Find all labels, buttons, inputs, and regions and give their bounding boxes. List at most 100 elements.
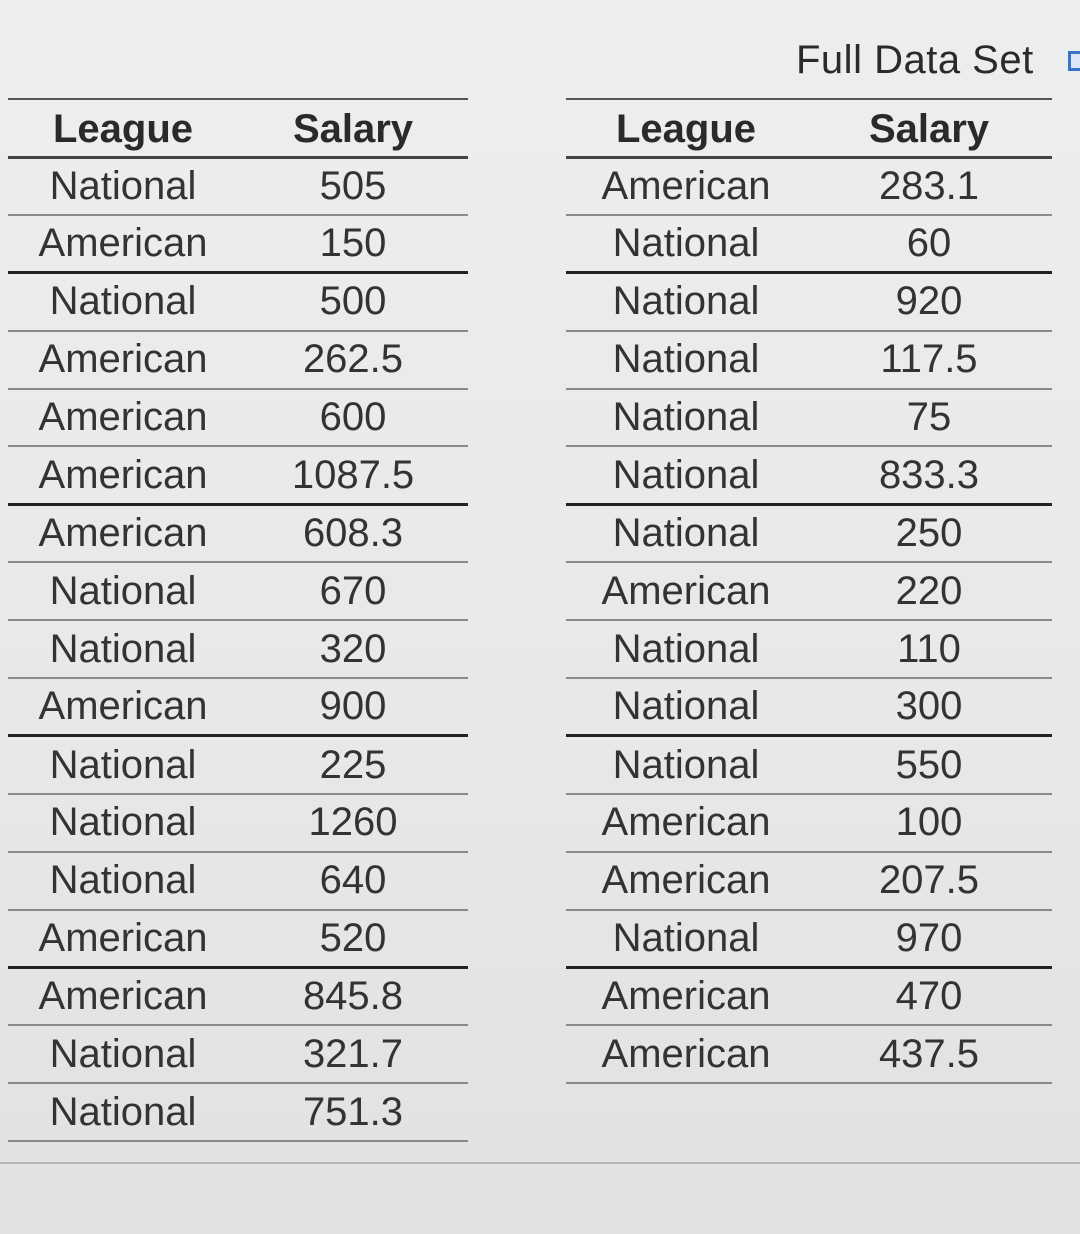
salary-cell: 60 <box>806 214 1052 275</box>
table-row: National 970 <box>566 909 1052 969</box>
league-cell: National <box>566 272 806 332</box>
league-cell: American <box>566 967 806 1027</box>
table-row: American 520 <box>8 909 468 969</box>
table-row: National 117.5 <box>566 330 1052 390</box>
salary-cell: 207.5 <box>806 851 1052 911</box>
salary-cell: 1260 <box>238 793 468 853</box>
table-row: American 845.8 <box>8 967 468 1027</box>
salary-cell: 75 <box>806 388 1052 448</box>
league-cell: National <box>566 735 806 795</box>
table-row: National 225 <box>8 735 468 795</box>
column-header-salary: Salary <box>806 98 1052 159</box>
salary-cell: 751.3 <box>238 1083 468 1143</box>
salary-cell: 500 <box>238 272 468 332</box>
salary-cell: 845.8 <box>238 967 468 1027</box>
salary-cell: 225 <box>238 735 468 795</box>
document-icon[interactable] <box>1068 51 1080 71</box>
salary-cell: 150 <box>238 214 468 275</box>
salary-cell: 283.1 <box>806 157 1052 216</box>
league-cell: National <box>566 388 806 448</box>
table-row: National 500 <box>8 272 468 332</box>
salary-cell: 970 <box>806 909 1052 969</box>
table-header-row: League Salary <box>8 98 468 159</box>
salary-cell: 608.3 <box>238 504 468 564</box>
table-row: American 220 <box>566 562 1052 622</box>
salary-cell: 110 <box>806 620 1052 680</box>
salary-cell: 640 <box>238 851 468 911</box>
column-header-salary: Salary <box>238 98 468 159</box>
league-cell: American <box>8 330 238 390</box>
salary-cell: 550 <box>806 735 1052 795</box>
table-row: National 1260 <box>8 793 468 853</box>
league-cell: American <box>566 157 806 216</box>
table-row: National 60 <box>566 214 1052 275</box>
salary-cell: 320 <box>238 620 468 680</box>
league-cell: National <box>566 620 806 680</box>
column-header-league: League <box>8 98 238 159</box>
table-row: National 321.7 <box>8 1025 468 1085</box>
table-row: National 110 <box>566 620 1052 680</box>
league-cell: National <box>566 446 806 506</box>
league-cell: National <box>8 272 238 332</box>
table-header-row: League Salary <box>566 98 1052 159</box>
table-row: American 100 <box>566 793 1052 853</box>
league-cell: National <box>8 157 238 216</box>
league-cell: National <box>566 909 806 969</box>
league-cell: American <box>8 967 238 1027</box>
table-row: American 1087.5 <box>8 446 468 506</box>
full-data-set-link[interactable]: Full Data Set <box>796 38 1034 82</box>
salary-cell: 220 <box>806 562 1052 622</box>
table-row: American 437.5 <box>566 1025 1052 1085</box>
league-cell: American <box>8 214 238 275</box>
league-cell: American <box>8 504 238 564</box>
table-row: National 505 <box>8 157 468 216</box>
league-cell: American <box>8 446 238 506</box>
divider <box>0 1162 1080 1164</box>
table-row: National 75 <box>566 388 1052 448</box>
salary-cell: 117.5 <box>806 330 1052 390</box>
table-row: American 470 <box>566 967 1052 1027</box>
league-cell: American <box>566 851 806 911</box>
league-cell: National <box>566 678 806 738</box>
salary-cell: 262.5 <box>238 330 468 390</box>
table-row: American 600 <box>8 388 468 448</box>
league-cell: National <box>8 793 238 853</box>
table-row: American 900 <box>8 678 468 738</box>
salary-cell: 900 <box>238 678 468 738</box>
left-data-table: League Salary National 505 American 150 Na… <box>8 98 468 1143</box>
salary-cell: 321.7 <box>238 1025 468 1085</box>
table-row: American 608.3 <box>8 504 468 564</box>
table-row: National 920 <box>566 272 1052 332</box>
league-cell: National <box>8 562 238 622</box>
league-cell: American <box>8 388 238 448</box>
column-header-league: League <box>566 98 806 159</box>
salary-cell: 250 <box>806 504 1052 564</box>
league-cell: National <box>8 851 238 911</box>
table-row: National 300 <box>566 678 1052 738</box>
salary-cell: 600 <box>238 388 468 448</box>
table-row: American 262.5 <box>8 330 468 390</box>
league-cell: National <box>566 504 806 564</box>
league-cell: American <box>566 793 806 853</box>
right-data-table: League Salary American 283.1 National 60 N… <box>566 98 1052 1085</box>
league-cell: American <box>8 909 238 969</box>
league-cell: National <box>566 214 806 275</box>
table-row: National 250 <box>566 504 1052 564</box>
salary-cell: 520 <box>238 909 468 969</box>
salary-cell: 670 <box>238 562 468 622</box>
league-cell: American <box>8 678 238 738</box>
salary-cell: 1087.5 <box>238 446 468 506</box>
salary-cell: 833.3 <box>806 446 1052 506</box>
salary-cell: 505 <box>238 157 468 216</box>
table-row: National 670 <box>8 562 468 622</box>
table-row: American 207.5 <box>566 851 1052 911</box>
table-row: National 833.3 <box>566 446 1052 506</box>
league-cell: American <box>566 1025 806 1085</box>
table-row: American 283.1 <box>566 157 1052 216</box>
table-row: American 150 <box>8 214 468 275</box>
league-cell: American <box>566 562 806 622</box>
salary-cell: 470 <box>806 967 1052 1027</box>
league-cell: National <box>8 1083 238 1143</box>
salary-cell: 920 <box>806 272 1052 332</box>
